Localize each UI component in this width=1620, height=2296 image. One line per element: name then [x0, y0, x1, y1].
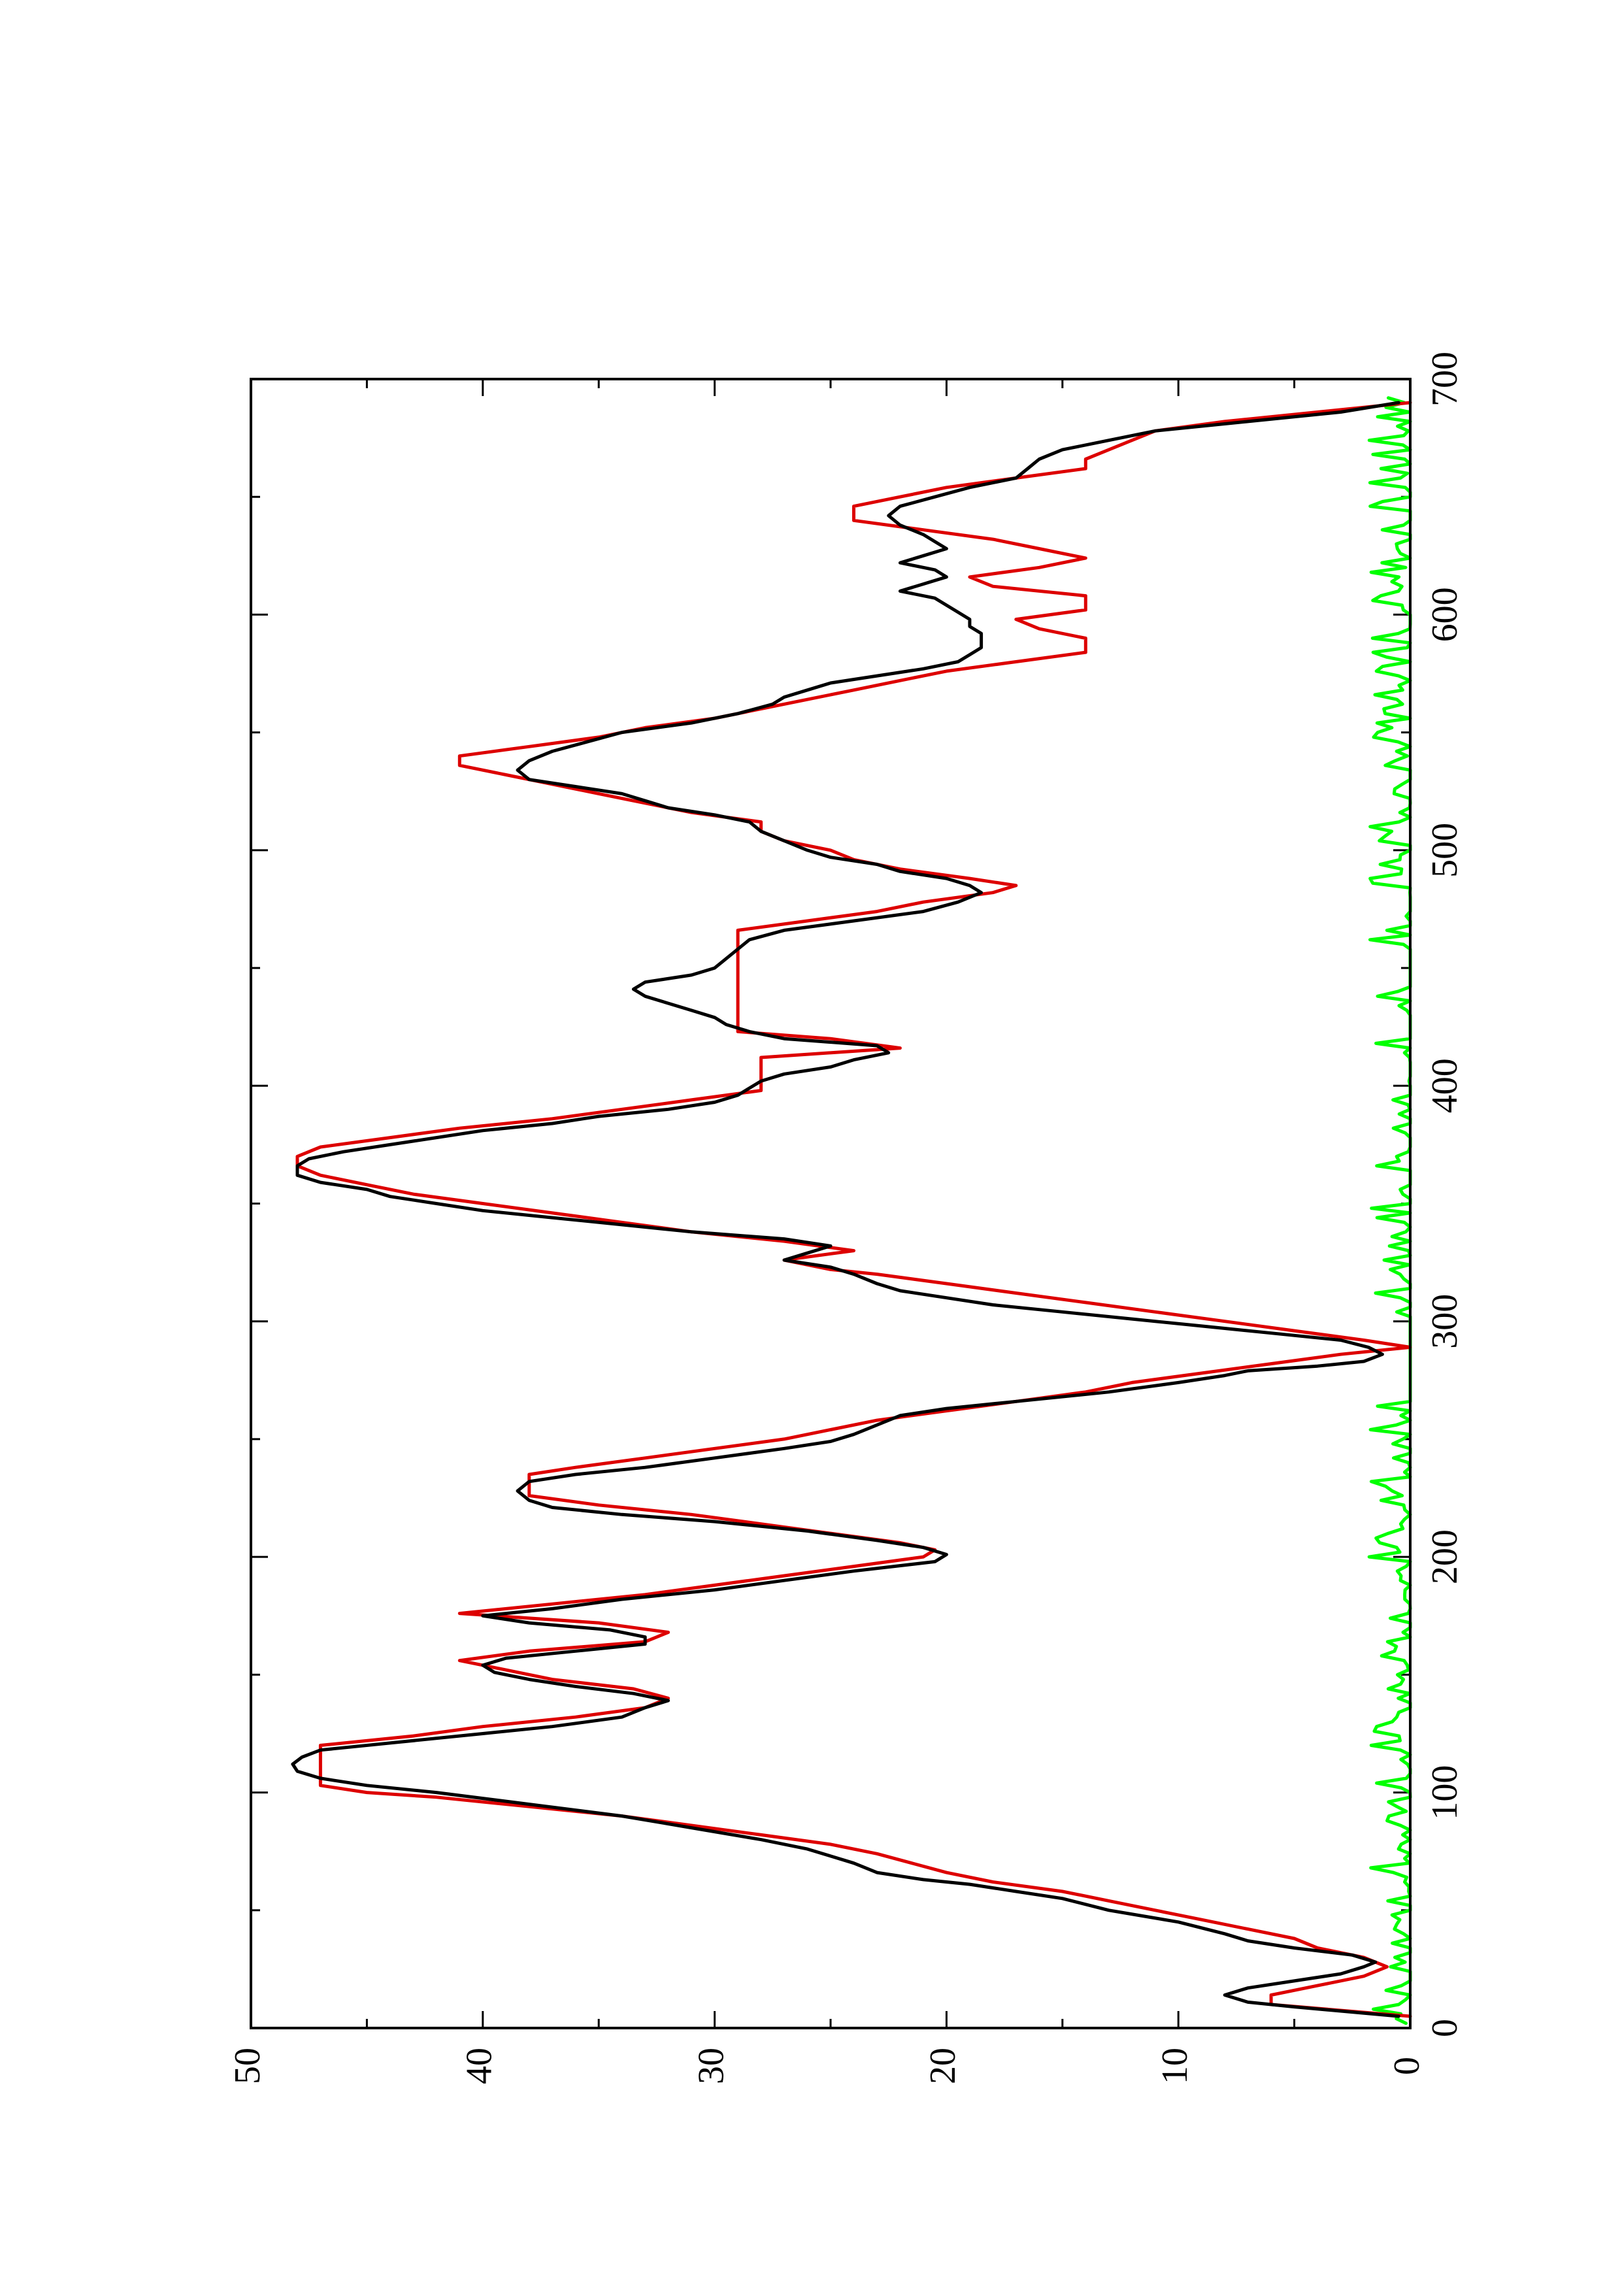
plot-frame [250, 378, 1412, 2029]
x-tick-label: 500 [1425, 823, 1465, 878]
y-tick-label: 40 [459, 2048, 500, 2084]
x-tick-label: 0 [1425, 2019, 1465, 2037]
series-line-2 [1367, 396, 1412, 2025]
y-tick-label: 20 [923, 2048, 963, 2084]
y-tick-label: 50 [227, 2048, 268, 2084]
axes-layer: 0 100 200 300 400 500 600 700 0 10 20 30 40 50 [227, 352, 1465, 2084]
x-tick-label: 700 [1425, 352, 1465, 407]
y-tick-label: 10 [1155, 2048, 1195, 2084]
series-layer [291, 396, 1412, 2025]
x-tick-label: 200 [1425, 1529, 1465, 1584]
y-tick-label: 30 [691, 2048, 731, 2084]
x-tick-label: 400 [1425, 1058, 1465, 1113]
y-tick-label: 0 [1387, 2057, 1427, 2075]
x-tick-label: 100 [1425, 1765, 1465, 1820]
x-tick-label: 600 [1425, 587, 1465, 642]
x-tick-label: 300 [1425, 1294, 1465, 1349]
series-line-0 [291, 401, 1400, 2018]
